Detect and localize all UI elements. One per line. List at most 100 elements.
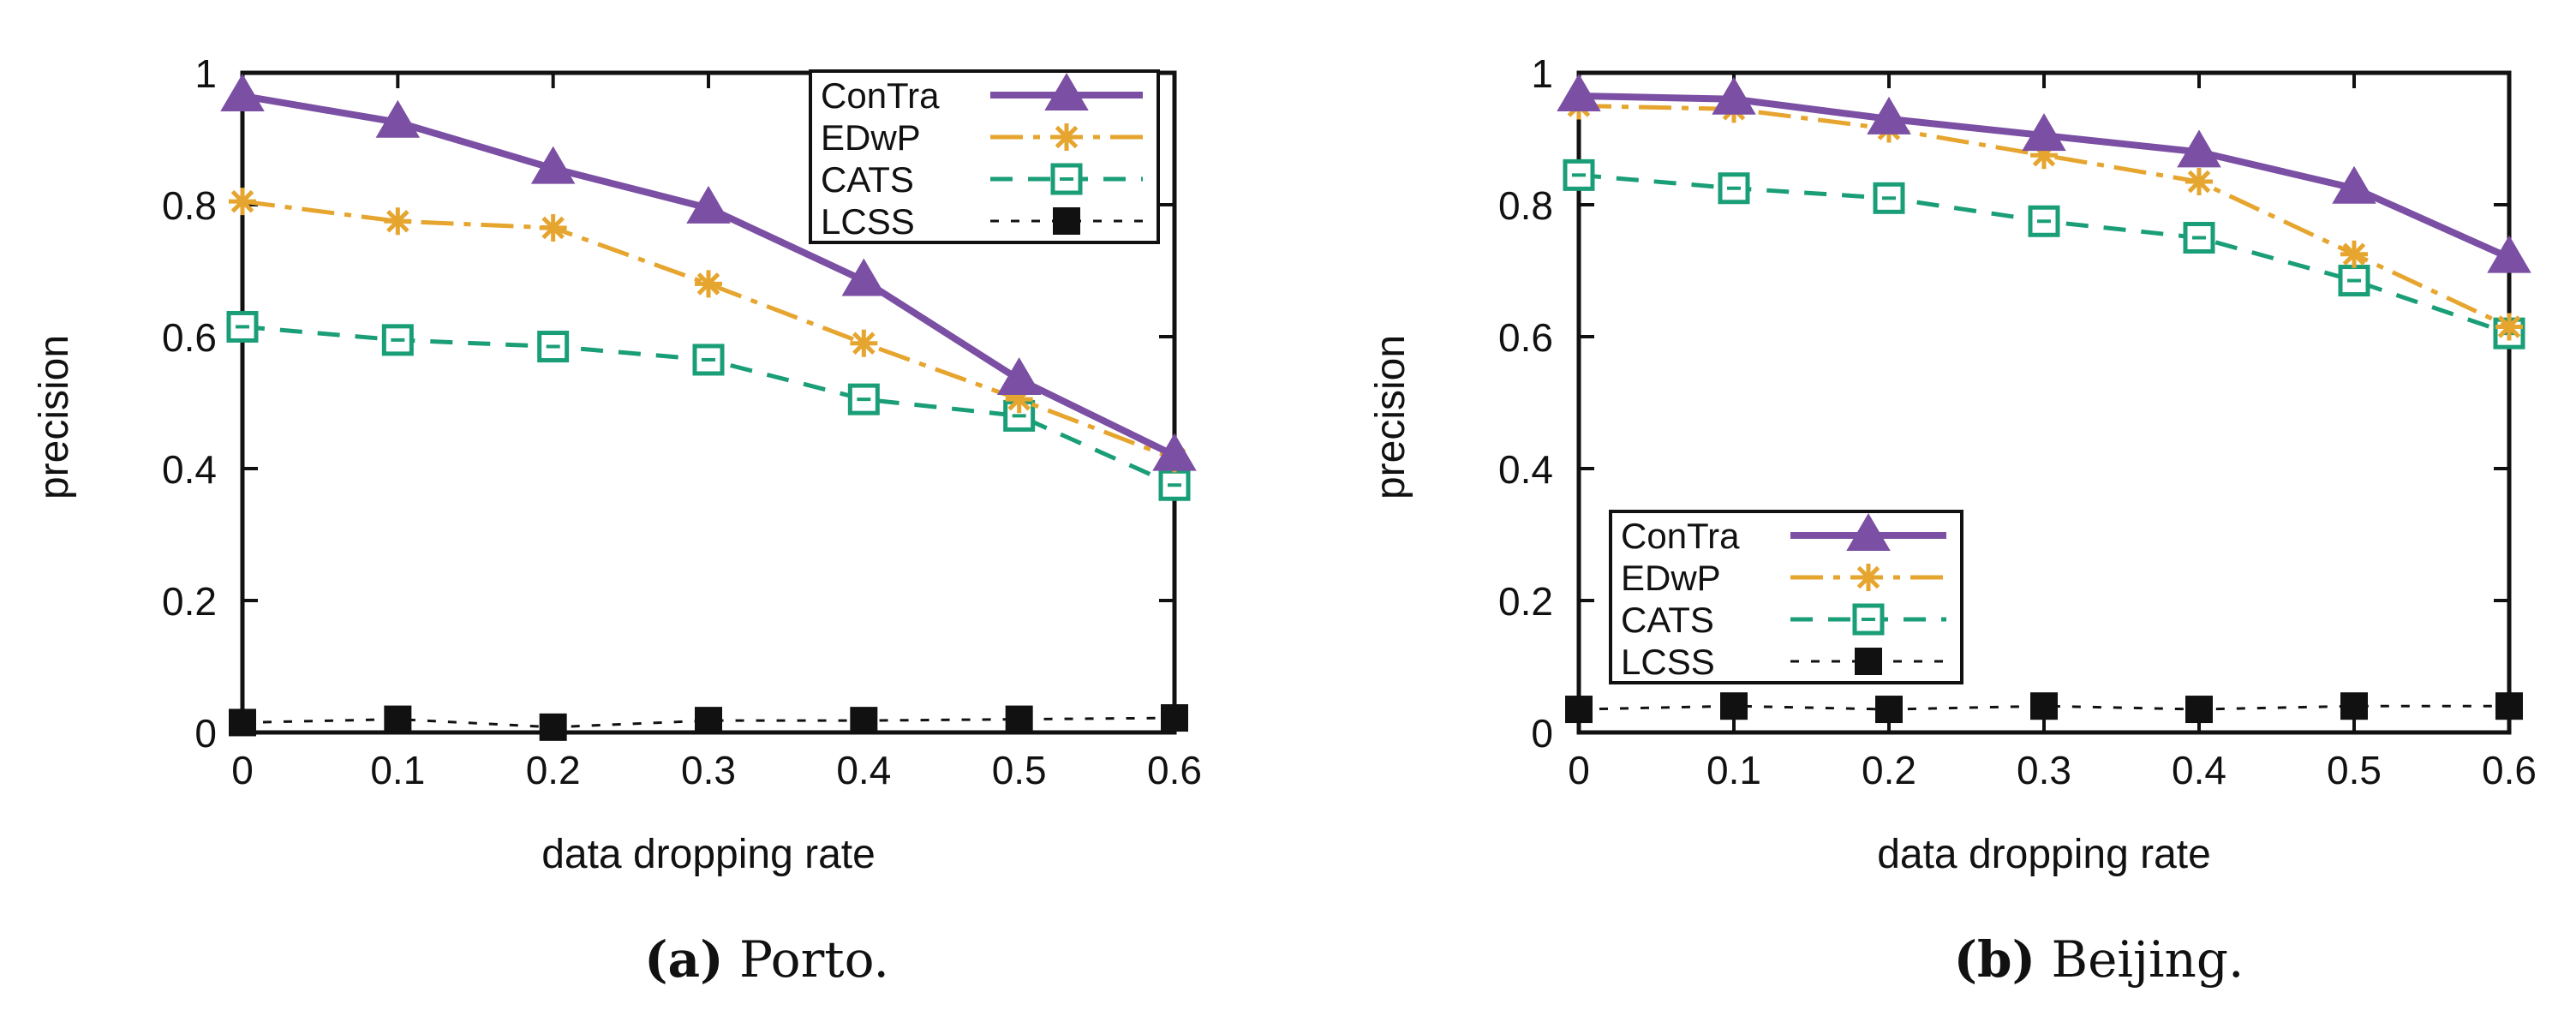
data-point-contra	[375, 99, 421, 138]
data-point-edwp	[695, 270, 722, 298]
data-point-contra	[996, 357, 1042, 396]
data-point-edwp	[2185, 168, 2213, 196]
x-tick-label: 0.4	[2172, 748, 2226, 792]
data-point-cats	[1158, 469, 1191, 501]
legend-marker-edwp	[1053, 123, 1080, 151]
y-tick-label: 0.2	[162, 579, 217, 624]
data-point-edwp	[229, 188, 256, 216]
x-tick-label: 0	[1568, 748, 1590, 792]
data-point-lcss	[384, 705, 412, 733]
data-point-contra	[686, 185, 731, 224]
legend-marker-cats-box	[1852, 603, 1885, 636]
data-point-lcss	[2495, 692, 2523, 720]
caption-porto: (a) Porto.	[644, 930, 889, 989]
data-point-contra	[2332, 165, 2376, 204]
legend-marker-lcss	[1855, 648, 1882, 675]
data-point-lcss	[1005, 705, 1033, 733]
data-point-edwp	[539, 213, 567, 242]
data-point-contra	[1867, 96, 1911, 134]
x-tick-label: 0.6	[2482, 748, 2537, 792]
caption-text	[2035, 930, 2051, 989]
data-point-contra	[220, 73, 265, 111]
legend-label-cats: CATS	[1621, 600, 1714, 640]
x-axis-label: data dropping rate	[1877, 832, 2211, 877]
data-point-cats	[2028, 205, 2060, 237]
caption-panel-label: (b)	[1954, 930, 2035, 989]
x-tick-label: 0.4	[836, 748, 891, 792]
y-tick-label: 0.6	[162, 315, 217, 360]
data-point-lcss	[1565, 696, 1593, 724]
legend-marker-cats	[1050, 163, 1083, 195]
x-tick-label: 0	[231, 748, 254, 792]
x-tick-label: 0.6	[1147, 748, 1202, 792]
data-point-cats-box	[1563, 158, 1595, 191]
data-point-cats	[381, 324, 414, 356]
data-point-cats	[537, 331, 570, 363]
x-tick-label: 0.2	[1862, 748, 1916, 792]
data-point-edwp	[850, 329, 878, 357]
y-tick-label: 0.4	[1498, 447, 1553, 492]
data-point-lcss	[539, 713, 567, 741]
y-tick-label: 1	[1531, 51, 1553, 96]
x-tick-label: 0.1	[370, 748, 425, 792]
data-point-lcss	[2030, 692, 2058, 720]
data-point-contra	[530, 146, 576, 184]
caption-beijing: (b) Beijing.	[1954, 930, 2244, 989]
data-point-cats-box	[1718, 172, 1750, 205]
y-tick-label: 0	[194, 711, 217, 756]
data-point-lcss	[1161, 704, 1188, 732]
legend-marker-edwp	[1855, 564, 1882, 591]
data-point-cats	[692, 344, 725, 376]
data-point-cats	[1873, 182, 1905, 214]
data-point-contra	[1557, 73, 1601, 111]
y-tick-label: 0.2	[1498, 579, 1553, 624]
data-point-cats	[2183, 222, 2215, 254]
data-point-cats	[226, 310, 259, 343]
data-point-lcss	[695, 707, 722, 735]
legend-label-lcss: LCSS	[1621, 642, 1715, 682]
data-point-cats	[1563, 158, 1595, 191]
data-point-lcss	[850, 707, 878, 735]
data-point-lcss	[2185, 696, 2213, 724]
y-tick-label: 1	[194, 51, 217, 96]
x-tick-label: 0.5	[2327, 748, 2382, 792]
y-tick-label: 0.8	[1498, 183, 1553, 228]
legend-label-lcss: LCSS	[821, 201, 915, 242]
legend-marker-contra	[1846, 513, 1891, 551]
legend-marker-cats-box	[1050, 163, 1083, 195]
data-point-cats	[1718, 172, 1750, 205]
data-point-edwp	[384, 207, 412, 236]
legend-marker-cats	[1852, 603, 1885, 636]
caption-place: Porto.	[739, 930, 889, 989]
y-tick-label: 0	[1531, 711, 1553, 756]
x-tick-label: 0.3	[681, 748, 736, 792]
y-tick-label: 0.4	[162, 447, 217, 492]
data-point-contra	[1712, 76, 1756, 115]
data-point-edwp	[2495, 313, 2523, 341]
legend-marker-contra	[1044, 73, 1089, 111]
data-point-lcss	[229, 708, 256, 737]
data-point-contra	[1152, 433, 1197, 471]
y-axis-label: precision	[32, 335, 77, 499]
x-axis-label: data dropping rate	[541, 832, 876, 877]
data-point-contra	[841, 258, 887, 296]
legend-beijing	[1609, 510, 1963, 684]
legend-marker-lcss	[1053, 207, 1080, 235]
y-tick-label: 0.8	[162, 183, 217, 228]
data-point-contra	[2177, 129, 2221, 168]
data-point-contra	[2487, 235, 2531, 273]
y-tick-label: 0.6	[1498, 315, 1553, 360]
legend-label-contra: ConTra	[821, 75, 940, 116]
x-tick-label: 0.1	[1706, 748, 1761, 792]
data-point-cats-box	[692, 344, 725, 376]
y-axis-label: precision	[1368, 335, 1414, 499]
caption-panel-label: (a)	[644, 930, 723, 989]
data-point-edwp	[2030, 141, 2058, 170]
data-point-lcss	[1720, 692, 1748, 720]
data-point-cats	[847, 383, 880, 415]
data-point-contra	[2022, 113, 2066, 152]
legend-porto	[809, 69, 1160, 244]
data-point-edwp	[2340, 240, 2368, 268]
data-point-cats	[2338, 265, 2370, 297]
